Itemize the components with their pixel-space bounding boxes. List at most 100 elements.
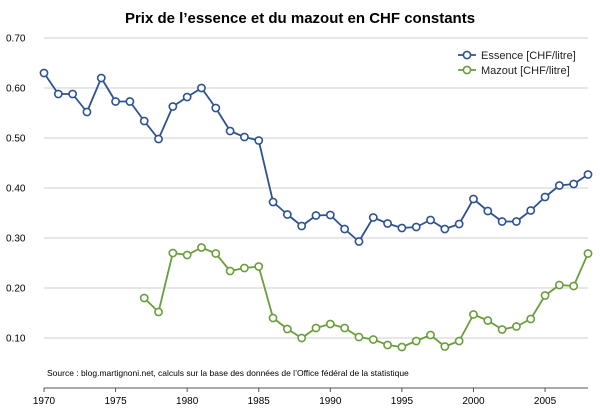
data-point [111, 97, 120, 106]
data-point [411, 222, 421, 232]
data-point [268, 313, 278, 323]
data-point [168, 102, 178, 111]
data-point [254, 262, 264, 271]
data-point [497, 325, 507, 334]
data-point [53, 89, 63, 99]
data-point [68, 89, 78, 99]
data-point [340, 323, 350, 333]
x-tick-label: 1995 [391, 396, 414, 407]
data-point [526, 314, 536, 324]
data-point [82, 107, 92, 117]
data-point [554, 280, 564, 290]
data-point [211, 249, 221, 258]
x-tick-label: 1990 [319, 396, 342, 407]
y-tick-label: 0.20 [6, 284, 26, 295]
data-point [168, 248, 178, 258]
data-point [583, 249, 593, 258]
data-point [240, 263, 249, 273]
y-tick-label: 0.50 [6, 134, 26, 145]
chart-title: Prix de l’essence et du mazout en CHF co… [125, 10, 475, 27]
legend-marker [462, 50, 472, 60]
series-1 [139, 243, 593, 352]
legend-marker [462, 65, 472, 75]
data-point [583, 170, 593, 179]
data-point [569, 281, 579, 291]
y-tick-label: 0.30 [6, 234, 26, 245]
legend: Essence [CHF/litre] Mazout [CHF/litre] [458, 50, 576, 77]
x-tick-label: 2005 [534, 396, 557, 407]
data-point [469, 194, 478, 204]
data-point [512, 217, 521, 226]
data-point [554, 181, 564, 190]
x-tick-label: 1985 [248, 396, 271, 407]
x-tick-label: 1980 [176, 396, 199, 407]
data-point [39, 68, 49, 78]
data-point [354, 332, 364, 342]
data-point [383, 340, 392, 350]
data-point [440, 224, 450, 234]
data-point [297, 333, 307, 343]
y-tick-label: 0.70 [6, 34, 26, 45]
data-point [182, 250, 192, 260]
data-point [426, 330, 435, 340]
y-tick-label: 0.60 [6, 84, 26, 95]
data-point [311, 211, 321, 220]
data-point [540, 291, 550, 300]
data-point [139, 293, 149, 303]
data-point [440, 342, 450, 351]
data-point [182, 92, 192, 102]
legend-label: Mazout [CHF/litre] [481, 65, 570, 77]
data-point [483, 316, 493, 325]
data-point [512, 322, 521, 331]
y-tick-label: 0.40 [6, 184, 26, 195]
data-point [297, 221, 307, 231]
x-tick-label: 1970 [33, 396, 56, 407]
data-point [268, 197, 278, 207]
data-point [254, 136, 264, 145]
data-point [526, 206, 536, 215]
data-point [454, 336, 464, 346]
data-point [411, 336, 421, 346]
data-point [354, 237, 364, 246]
data-point [368, 213, 378, 222]
data-point [282, 210, 292, 219]
data-point [569, 179, 579, 189]
data-point [383, 219, 392, 228]
grid [44, 37, 588, 339]
axes: 0.10 0.20 0.30 0.40 0.50 0.60 0.70 1970 1975 1980… [6, 34, 588, 407]
data-point [540, 192, 550, 202]
data-point [454, 219, 464, 229]
plot-area [39, 68, 593, 352]
y-tick-label: 0.10 [6, 334, 26, 345]
data-point [340, 224, 350, 234]
data-point [397, 223, 407, 233]
data-point [497, 217, 507, 226]
data-point [211, 103, 221, 113]
data-point [325, 210, 335, 220]
legend-label: Essence [CHF/litre] [481, 50, 576, 62]
x-tick-label: 1975 [104, 396, 127, 407]
data-point [139, 116, 149, 126]
data-point [96, 73, 106, 83]
data-point [397, 342, 407, 352]
source-note: Source : blog.martignoni.net, calculs su… [47, 368, 409, 378]
data-point [483, 206, 493, 216]
series-line [143, 246, 589, 348]
data-point [311, 323, 321, 333]
data-point [240, 132, 249, 142]
data-point [469, 310, 478, 319]
data-point [325, 319, 335, 329]
data-point [426, 215, 435, 225]
data-point [225, 266, 235, 276]
data-point [125, 97, 135, 106]
series-0 [39, 68, 593, 246]
data-point [282, 324, 292, 334]
data-point [154, 307, 163, 317]
data-point [197, 83, 206, 93]
data-point [225, 126, 235, 136]
data-point [197, 243, 206, 252]
data-point [368, 335, 378, 344]
data-point [154, 134, 163, 144]
x-tick-label: 2000 [462, 396, 485, 407]
